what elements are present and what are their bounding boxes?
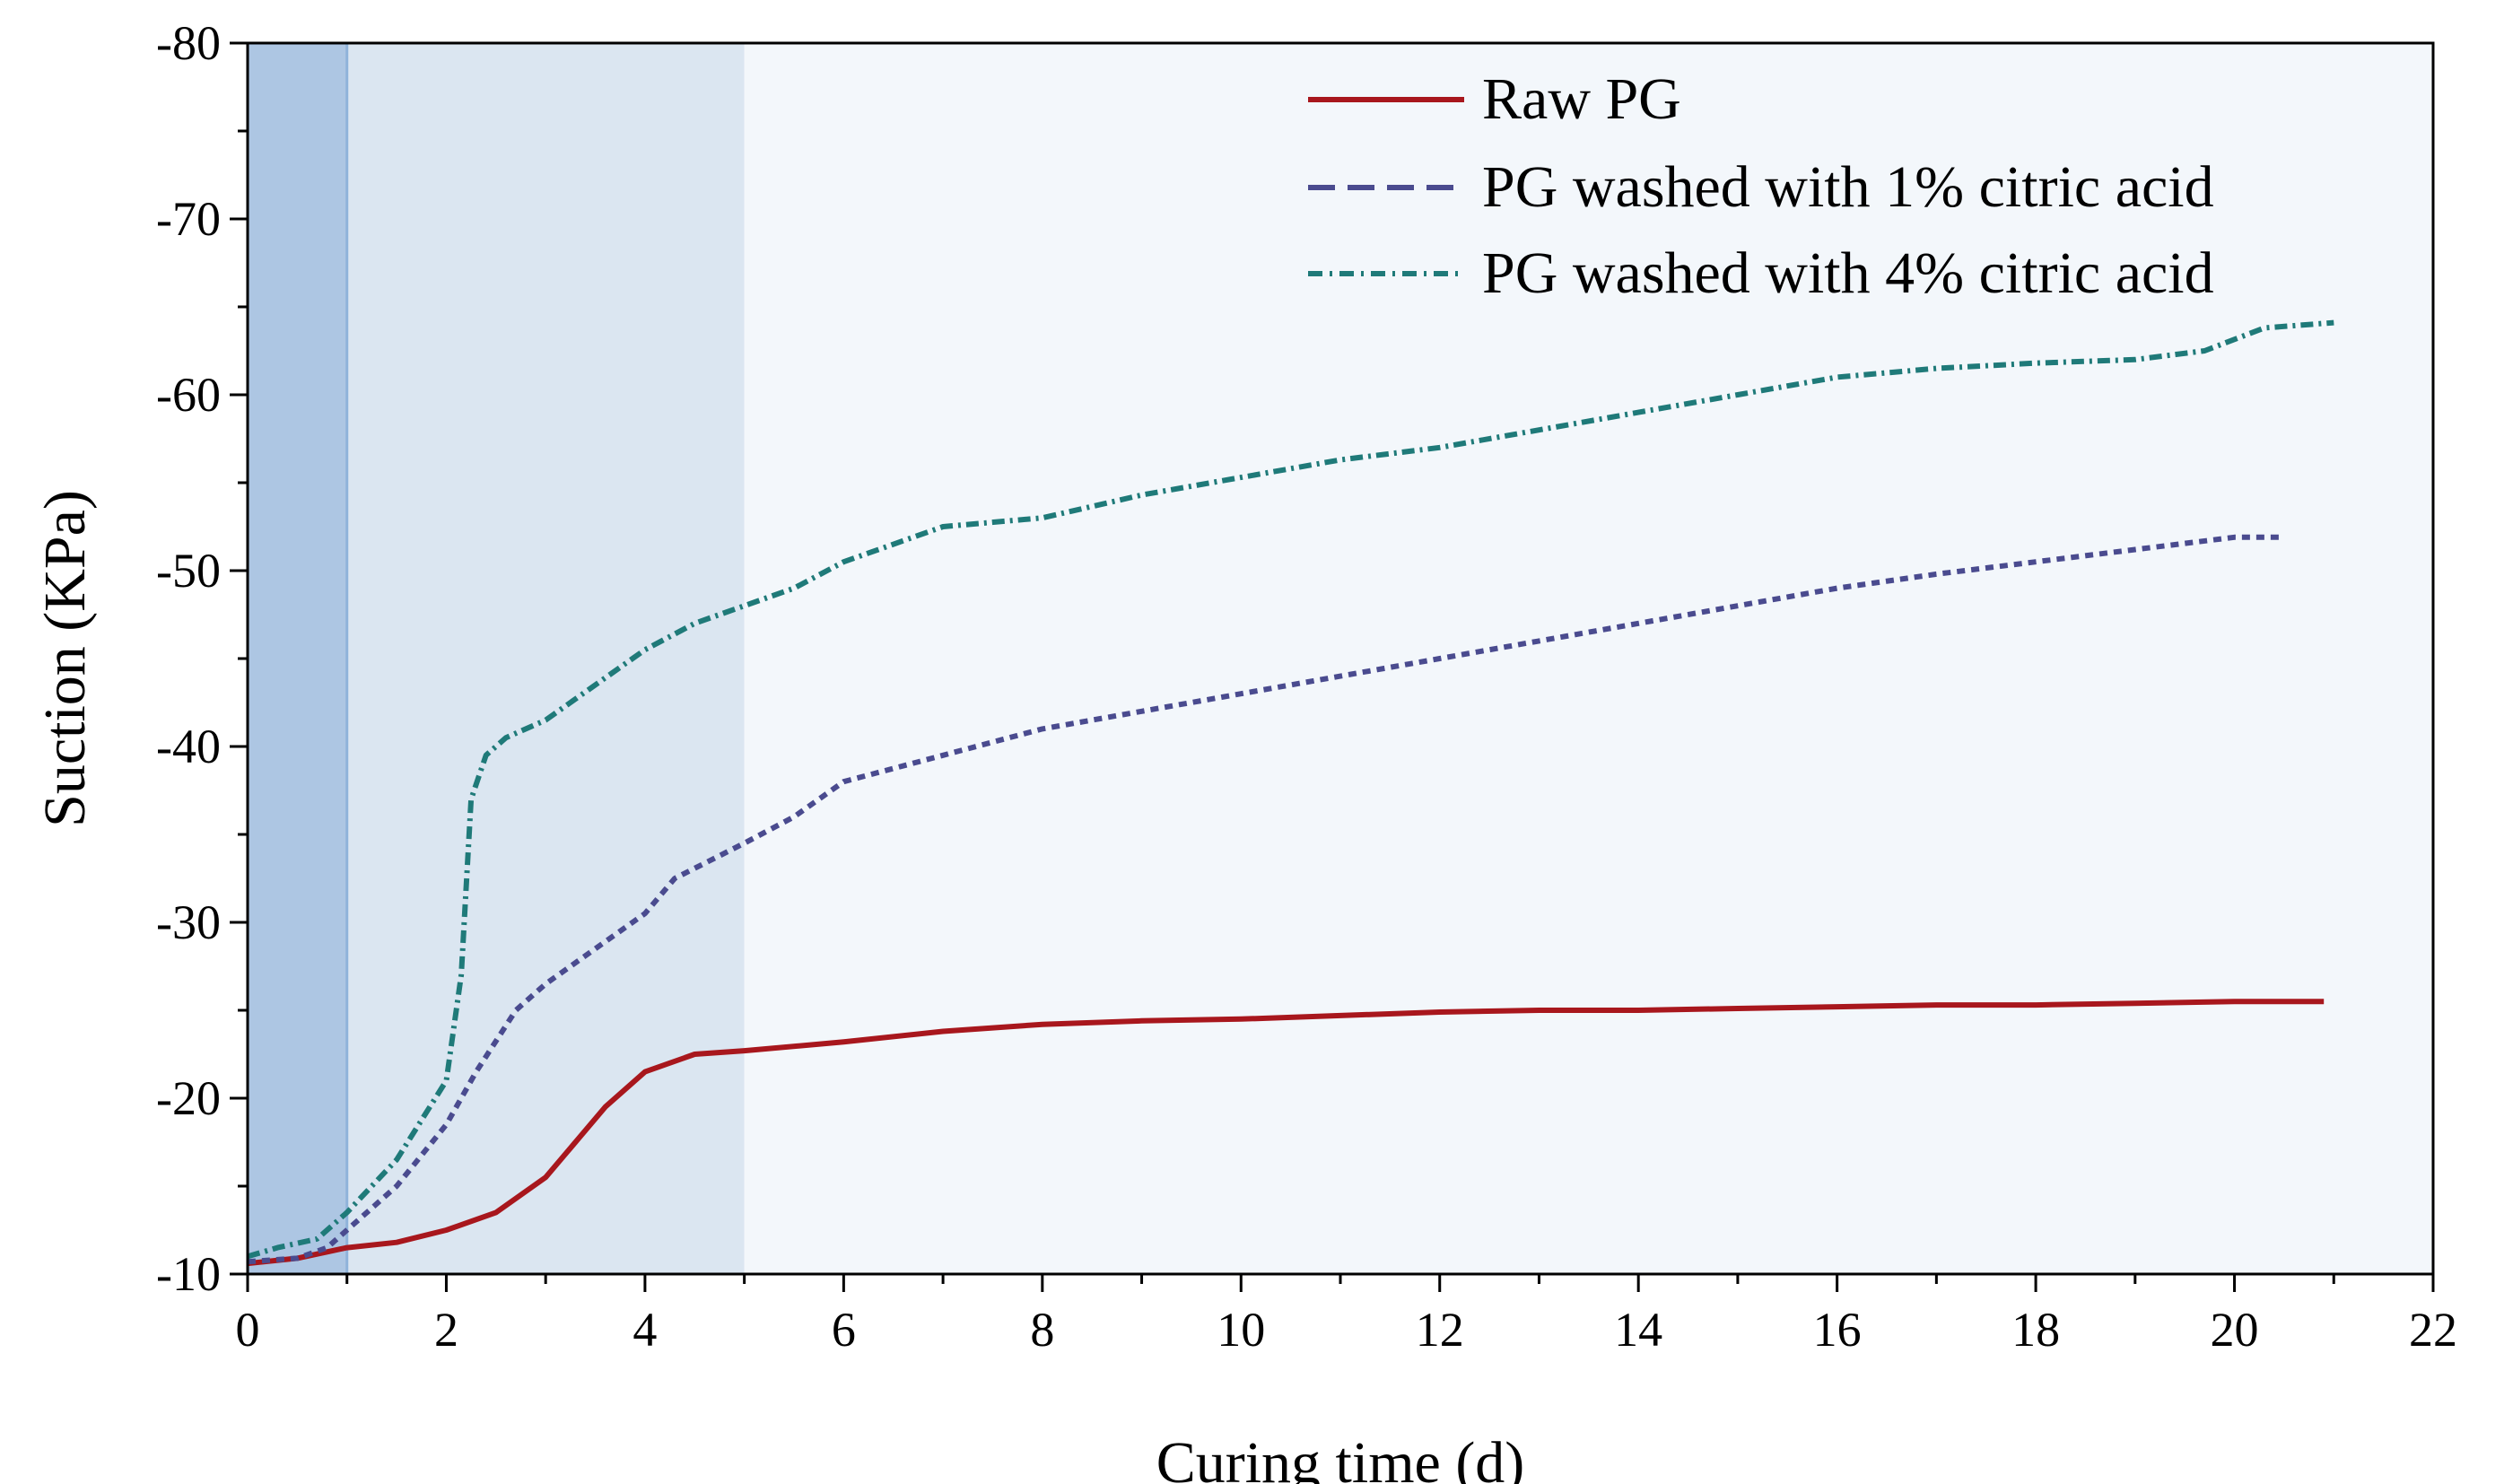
y-tick-label: -50 (156, 544, 221, 598)
y-tick-label: -80 (156, 16, 221, 70)
y-axis-title: Suction (KPa) (32, 490, 98, 827)
x-tick-label: 20 (2211, 1303, 2259, 1357)
data-lines (247, 319, 2334, 1267)
y-tick-label: -20 (156, 1071, 221, 1125)
y-tick-label: -30 (156, 895, 221, 949)
series-line-0 (247, 999, 2325, 1267)
x-tick-label: 22 (2409, 1303, 2457, 1357)
shaded-regions (248, 43, 2433, 1274)
legend-label-raw-pg: Raw PG (1482, 66, 1681, 132)
x-tick-label: 2 (434, 1303, 458, 1357)
x-tick-label: 14 (1614, 1303, 1662, 1357)
x-tick-label: 0 (236, 1303, 260, 1357)
legend-label-1pct-citric: PG washed with 1% citric acid (1482, 154, 2214, 220)
x-tick-label: 12 (1416, 1303, 1464, 1357)
x-tick-label: 4 (633, 1303, 657, 1357)
y-tick-label: -70 (156, 192, 221, 246)
shaded-band-2 (744, 43, 2433, 1274)
legend-label-4pct-citric: PG washed with 4% citric acid (1482, 240, 2214, 306)
series-line-2 (247, 319, 2334, 1260)
x-axis-title: Curing time (d) (1156, 1430, 1525, 1484)
legend: Raw PG PG washed with 1% citric acid PG … (1308, 66, 2214, 306)
shaded-band-0 (248, 43, 347, 1274)
x-tick-label: 10 (1217, 1303, 1265, 1357)
x-tick-label: 18 (2011, 1303, 2060, 1357)
x-tick-label: 6 (832, 1303, 856, 1357)
shaded-band-1 (346, 43, 745, 1274)
x-tick-label: 8 (1030, 1303, 1054, 1357)
y-tick-label: -10 (156, 1247, 221, 1301)
y-tick-label: -40 (156, 720, 221, 773)
y-tick-label: -60 (156, 368, 221, 422)
x-tick-label: 16 (1813, 1303, 1862, 1357)
y-axis: -10 -20 -30 -40 -50 -60 -70 -80 (156, 16, 248, 1301)
x-axis: 0 2 4 6 8 10 12 14 16 18 20 22 (236, 1274, 2457, 1357)
